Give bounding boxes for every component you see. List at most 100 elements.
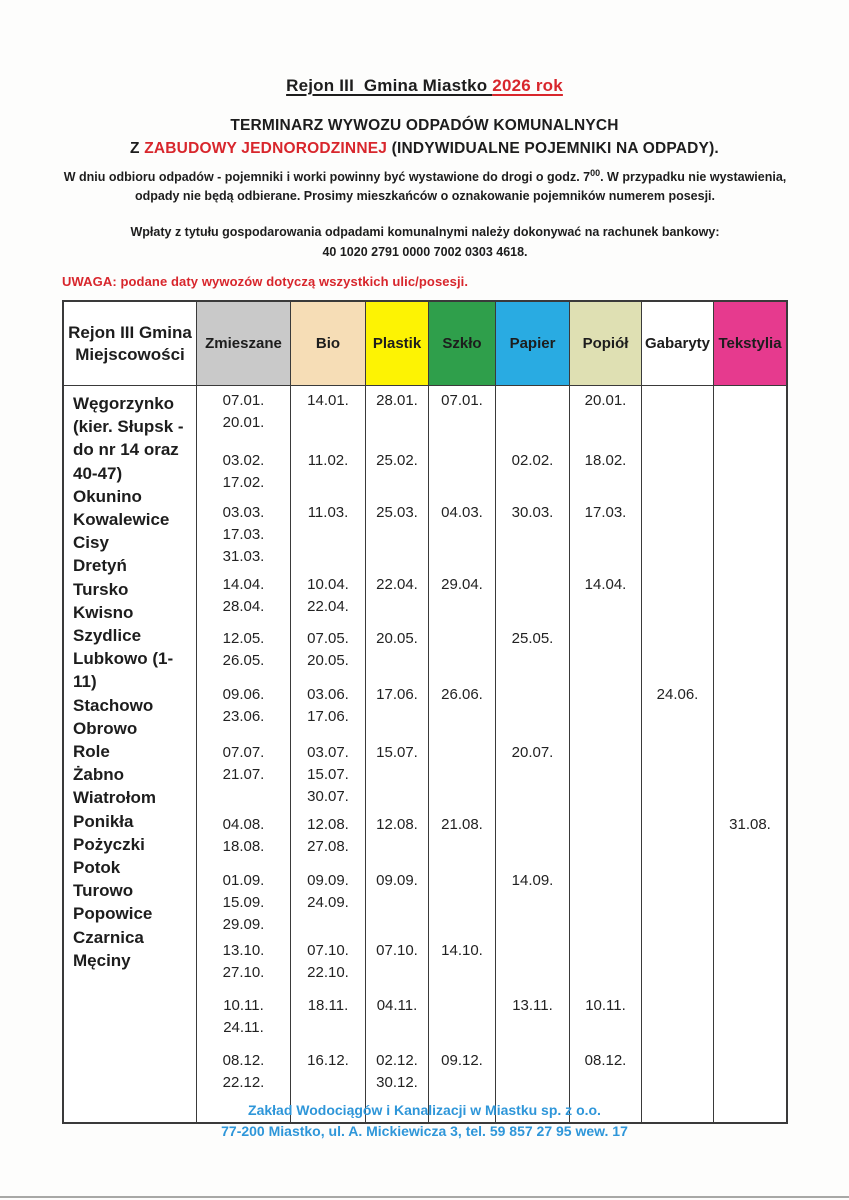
date-value: 14.09.	[511, 872, 554, 889]
date-value: 15.09.	[222, 894, 265, 911]
locality-item: Żabno	[73, 765, 124, 785]
date-value: 12.08.	[307, 816, 349, 833]
collection-note-part2: . W przypadku nie wystawienia, odpady ni…	[134, 170, 787, 204]
date-value: 17.06.	[307, 708, 349, 725]
month-cell-gabaryty	[642, 991, 714, 1046]
date-value: 24.09.	[307, 894, 349, 911]
date-value: 13.11.	[512, 997, 553, 1014]
month-cell-popiol	[570, 810, 642, 866]
month-cell-plastik: 17.06.	[366, 680, 429, 738]
table-header-row: Rejon III Gmina Miejscowości Zmieszane Bio…	[64, 302, 786, 386]
heading-sub-prefix: Z	[130, 140, 145, 157]
date-value: 09.06.	[222, 686, 265, 703]
date-value: 21.07.	[222, 766, 265, 783]
date-value: 21.08.	[441, 816, 483, 833]
heading-main: TERMINARZ WYWOZU ODPADÓW KOMUNALNYCH	[230, 117, 619, 134]
heading-sub-highlight: ZABUDOWY JEDNORODZINNEJ	[144, 140, 388, 157]
month-cell-gabaryty	[642, 498, 714, 570]
date-value: 18.08.	[222, 838, 265, 855]
payment-note-line1: Wpłaty z tytułu gospodarowania odpadami …	[130, 225, 720, 239]
locality-item: Okunino	[73, 486, 142, 506]
date-value: 22.04.	[307, 598, 349, 615]
month-cell-gabaryty	[642, 570, 714, 624]
date-value: 14.10.	[441, 942, 483, 959]
month-cell-szklo: 04.03.	[429, 498, 496, 570]
month-cell-plastik: 07.10.	[366, 936, 429, 991]
footer-address: 77-200 Miastko, ul. A. Mickiewicza 3, te…	[221, 1123, 628, 1139]
locality-item: Wiatrołom	[73, 788, 156, 808]
month-cell-szklo	[429, 624, 496, 680]
locality-item: Pożyczki	[73, 834, 145, 854]
collection-note-superscript: 00	[590, 168, 601, 178]
month-cell-bio: 16.12.	[291, 1046, 366, 1122]
month-cell-bio: 03.06. 17.06.	[291, 680, 366, 738]
month-cell-popiol	[570, 738, 642, 810]
month-cell-zmieszane: 08.12. 22.12.	[197, 1046, 291, 1122]
header-cell-szklo: Szkło	[429, 302, 496, 385]
month-cell-zmieszane: 01.09. 15.09. 29.09.	[197, 866, 291, 936]
header-cell-zmieszane: Zmieszane	[197, 302, 291, 385]
date-value: 08.12.	[222, 1052, 265, 1069]
month-cell-plastik: 20.05.	[366, 624, 429, 680]
date-value: 17.06.	[376, 686, 418, 703]
locality-item: Role	[73, 742, 110, 762]
month-cell-szklo: 26.06.	[429, 680, 496, 738]
locality-item: Lubkowo (1-11)	[73, 649, 174, 692]
month-cell-papier	[496, 570, 570, 624]
payment-note: Wpłaty z tytułu gospodarowania odpadami …	[60, 222, 790, 262]
month-cell-papier: 20.07.	[496, 738, 570, 810]
date-value: 08.12.	[584, 1052, 627, 1069]
payment-account-number: 40 1020 2791 0000 7002 0303 4618.	[322, 245, 528, 259]
month-cell-gabaryty: 24.06.	[642, 680, 714, 738]
month-cell-plastik: 02.12. 30.12.	[366, 1046, 429, 1122]
date-value: 25.05.	[511, 630, 554, 647]
month-cell-bio: 18.11.	[291, 991, 366, 1046]
month-cell-plastik: 09.09.	[366, 866, 429, 936]
locality-item: Kowalewice	[73, 510, 170, 530]
date-value: 25.03.	[376, 504, 418, 521]
date-value: 28.04.	[222, 598, 265, 615]
month-cell-szklo	[429, 738, 496, 810]
month-cell-bio: 07.10. 22.10.	[291, 936, 366, 991]
date-value: 18.02.	[584, 452, 627, 469]
month-cell-plastik: 28.01.	[366, 386, 429, 446]
month-cell-szklo	[429, 866, 496, 936]
date-value: 03.02.	[222, 452, 265, 469]
date-value: 14.04.	[584, 576, 627, 593]
locality-item: Męciny	[73, 950, 131, 970]
date-value: 31.03.	[222, 548, 265, 565]
locality-item: Turowo	[73, 881, 134, 901]
date-value: 14.04.	[222, 576, 265, 593]
date-value: 17.03.	[584, 504, 627, 521]
date-value: 17.03.	[222, 526, 265, 543]
month-cell-zmieszane: 14.04. 28.04.	[197, 570, 291, 624]
date-value: 15.07.	[376, 744, 418, 761]
locality-item: Cisy	[73, 533, 109, 553]
month-cell-popiol	[570, 680, 642, 738]
date-value: 02.12.	[376, 1052, 418, 1069]
header-cell-popiol: Popiół	[570, 302, 642, 385]
date-value: 11.03.	[307, 504, 349, 521]
month-cell-gabaryty	[642, 866, 714, 936]
heading-sub: Z ZABUDOWY JEDNORODZINNEJ (INDYWIDUALNE …	[0, 140, 849, 158]
month-cell-szklo: 29.04.	[429, 570, 496, 624]
date-value: 17.02.	[222, 474, 265, 491]
page-title: Rejon III Gmina Miastko 2026 rok	[0, 76, 849, 96]
month-cell-gabaryty	[642, 1046, 714, 1122]
date-value: 14.01.	[307, 392, 349, 409]
month-cell-papier: 14.09.	[496, 866, 570, 936]
month-cell-popiol: 10.11.	[570, 991, 642, 1046]
collection-note-part1: W dniu odbioru odpadów - pojemniki i wor…	[63, 170, 591, 185]
heading-sub-suffix: (INDYWIDUALNE POJEMNIKI NA ODPADY).	[387, 140, 719, 157]
month-cell-plastik: 12.08.	[366, 810, 429, 866]
date-value: 11.02.	[307, 452, 349, 469]
date-value: 09.09.	[376, 872, 418, 889]
month-cell-zmieszane: 09.06. 23.06.	[197, 680, 291, 738]
month-cell-szklo: 21.08.	[429, 810, 496, 866]
warning-note: UWAGA: podane daty wywozów dotyczą wszys…	[62, 274, 469, 289]
month-cell-szklo	[429, 991, 496, 1046]
date-value: 30.07.	[307, 788, 349, 805]
month-cell-zmieszane: 03.03. 17.03. 31.03.	[197, 498, 291, 570]
date-value: 18.11.	[307, 997, 349, 1014]
month-cell-zmieszane: 07.01. 20.01.	[197, 386, 291, 446]
